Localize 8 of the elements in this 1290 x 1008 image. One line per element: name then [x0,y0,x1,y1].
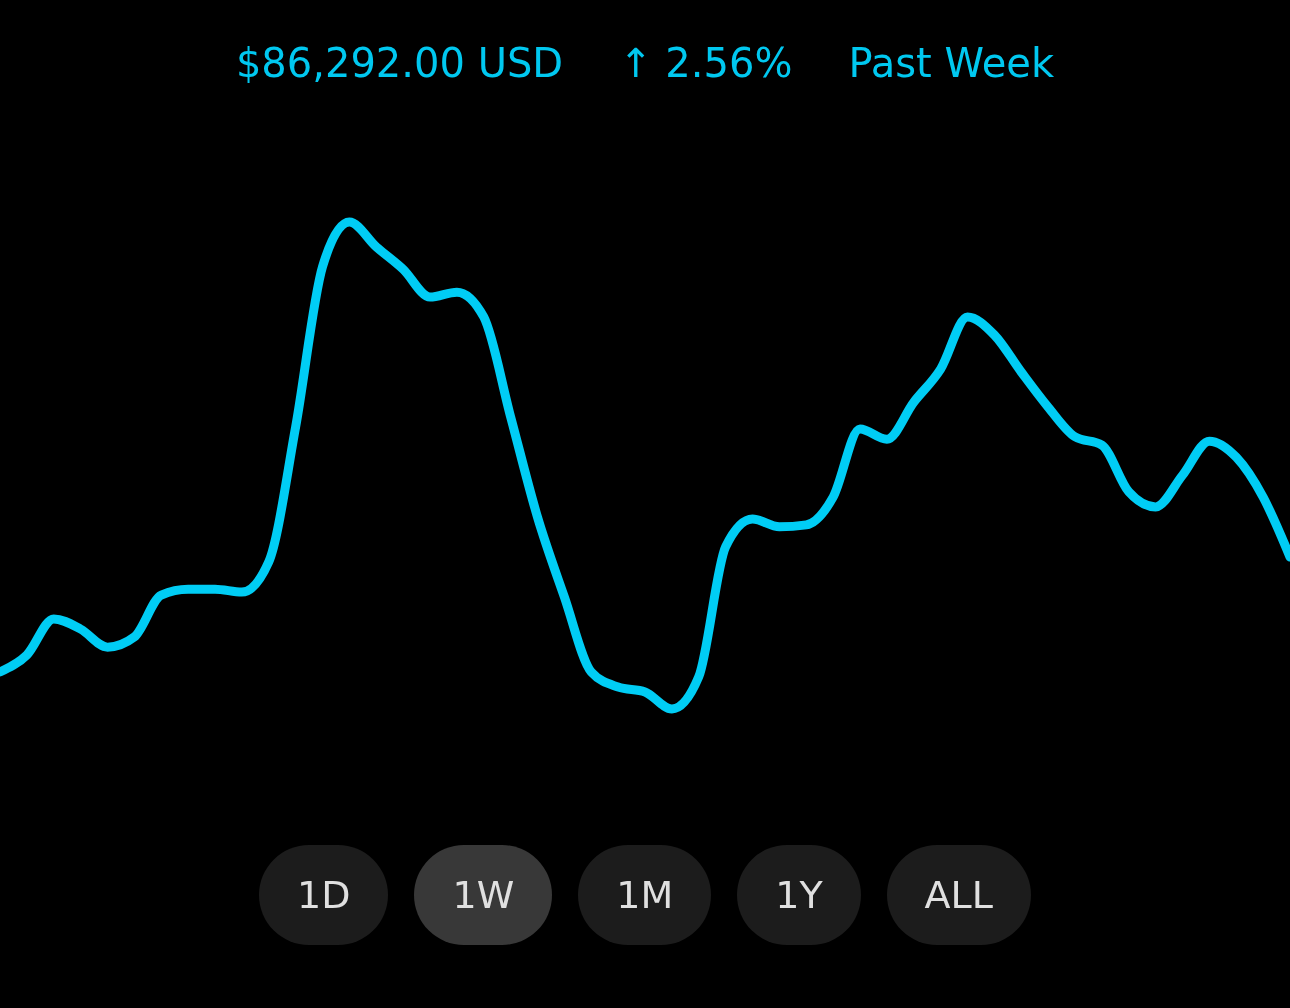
text: ↑ 2.56% [619,40,793,86]
range-button: 1W [414,845,553,945]
range-button: 1Y [737,845,861,945]
range-button: ALL [886,845,1031,945]
chart-title: $86,292.00 USD [235,40,564,86]
text: Past Week [848,40,1055,86]
range-button: 1D [259,845,389,945]
range-button: 1M [578,845,712,945]
